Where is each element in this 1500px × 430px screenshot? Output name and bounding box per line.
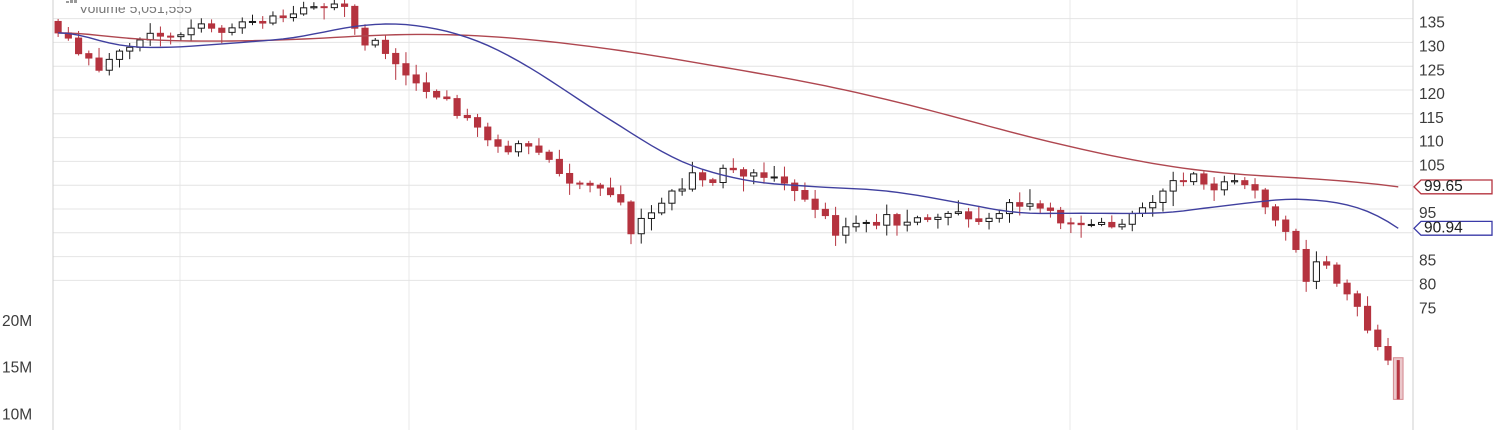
svg-text:120: 120 <box>1419 86 1445 103</box>
svg-text:115: 115 <box>1419 110 1444 127</box>
svg-text:10M: 10M <box>2 406 32 423</box>
svg-text:135: 135 <box>1419 15 1445 32</box>
svg-text:105: 105 <box>1419 157 1445 174</box>
svg-text:15M: 15M <box>2 360 32 377</box>
svg-text:80: 80 <box>1419 276 1437 293</box>
svg-text:75: 75 <box>1419 300 1436 317</box>
svg-text:125: 125 <box>1419 62 1445 79</box>
svg-text:110: 110 <box>1419 134 1444 151</box>
svg-text:99.65: 99.65 <box>1424 178 1463 195</box>
svg-text:20M: 20M <box>2 313 32 330</box>
svg-text:85: 85 <box>1419 253 1436 270</box>
svg-text:90.94: 90.94 <box>1424 219 1463 236</box>
svg-text:130: 130 <box>1419 38 1445 55</box>
